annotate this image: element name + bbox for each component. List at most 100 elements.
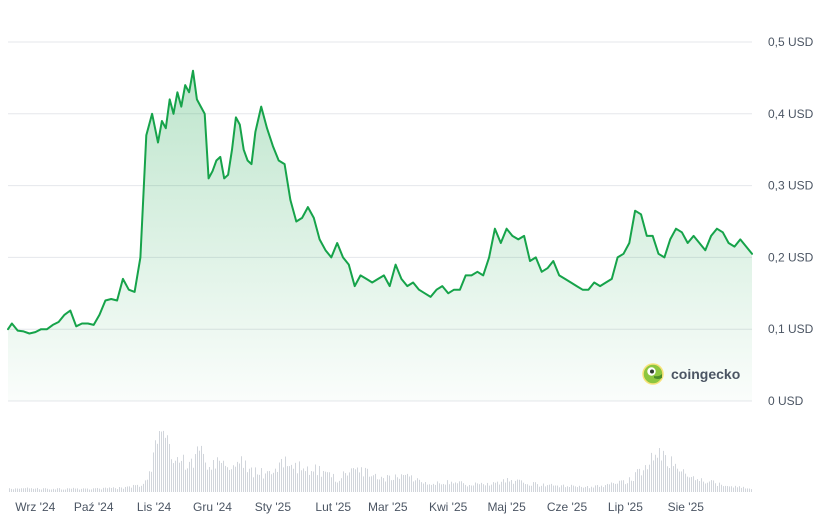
volume-bar — [389, 475, 390, 492]
volume-bar — [451, 481, 452, 492]
y-tick-label: 0,2 USD — [768, 250, 814, 264]
volume-bar — [487, 482, 488, 492]
volume-bar — [621, 480, 622, 492]
volume-bar — [161, 431, 162, 492]
volume-bar — [77, 488, 78, 492]
volume-bar — [181, 460, 182, 492]
volume-bar — [207, 469, 208, 492]
volume-bar — [555, 485, 556, 492]
volume-bar — [743, 486, 744, 492]
volume-bar — [391, 480, 392, 492]
volume-bar — [75, 488, 76, 492]
volume-bar — [177, 457, 178, 492]
brand-name: coingecko — [671, 366, 740, 382]
volume-bar — [99, 488, 100, 492]
y-tick-label: 0,1 USD — [768, 322, 814, 336]
volume-bar — [475, 482, 476, 492]
volume-bar — [611, 482, 612, 492]
volume-bar — [85, 488, 86, 492]
volume-bar — [113, 487, 114, 492]
y-tick-label: 0 USD — [768, 394, 804, 408]
volume-bar — [733, 487, 734, 492]
volume-bar — [61, 489, 62, 492]
volume-bar — [379, 479, 380, 492]
volume-bar — [695, 480, 696, 492]
volume-bar — [175, 460, 176, 492]
volume-bar — [727, 486, 728, 492]
volume-bar — [57, 488, 58, 492]
volume-bar — [679, 471, 680, 492]
volume-bar — [521, 480, 522, 492]
brand-watermark: coingecko — [642, 363, 740, 385]
volume-bar — [645, 465, 646, 492]
volume-bar — [357, 467, 358, 492]
volume-bar — [395, 474, 396, 492]
volume-bar — [461, 481, 462, 492]
volume-bar — [713, 480, 714, 492]
volume-bar — [419, 479, 420, 492]
volume-bar — [89, 489, 90, 492]
volume-bar — [63, 489, 64, 492]
volume-bar — [91, 489, 92, 492]
volume-bar — [385, 481, 386, 492]
volume-bar — [623, 480, 624, 492]
volume-bar — [141, 485, 142, 492]
volume-bar — [483, 484, 484, 492]
volume-bar — [731, 486, 732, 492]
volume-bar — [747, 488, 748, 492]
volume-bar — [273, 472, 274, 492]
volume-bar — [97, 487, 98, 492]
volume-bar — [339, 480, 340, 492]
volume-bar — [657, 457, 658, 492]
volume-bar — [443, 483, 444, 492]
volume-bar — [709, 481, 710, 492]
volume-bar — [303, 468, 304, 492]
volume-bar — [351, 468, 352, 492]
volume-bar — [525, 484, 526, 492]
volume-bar — [649, 464, 650, 492]
volume-bar — [459, 481, 460, 492]
volume-bar — [253, 477, 254, 492]
volume-bar — [209, 467, 210, 492]
volume-bar — [9, 488, 10, 492]
volume-bar — [603, 487, 604, 492]
volume-bar — [227, 467, 228, 492]
volume-bar — [219, 460, 220, 492]
volume-bar — [65, 489, 66, 492]
volume-bar — [47, 488, 48, 492]
volume-bar — [149, 471, 150, 492]
volume-bar — [129, 486, 130, 492]
volume-bar — [307, 466, 308, 492]
volume-bar — [323, 470, 324, 492]
volume-bar — [409, 476, 410, 492]
volume-bar — [523, 482, 524, 492]
volume-bar — [437, 481, 438, 492]
volume-bar — [221, 462, 222, 492]
volume-bar — [581, 486, 582, 492]
volume-bar — [705, 483, 706, 492]
volume-bar — [367, 468, 368, 492]
volume-bar — [41, 489, 42, 492]
volume-bar — [697, 479, 698, 492]
volume-bar — [33, 488, 34, 492]
volume-bar — [495, 482, 496, 492]
volume-bar — [197, 446, 198, 492]
price-line-layer — [7, 69, 753, 335]
volume-bar — [189, 461, 190, 492]
volume-bar — [111, 488, 112, 492]
volume-bar — [115, 488, 116, 492]
y-tick-label: 0,5 USD — [768, 35, 814, 49]
volume-bar — [101, 489, 102, 492]
volume-bar — [683, 469, 684, 492]
volume-bar — [239, 463, 240, 492]
volume-bar — [267, 471, 268, 492]
volume-bar — [601, 485, 602, 492]
volume-bar — [549, 484, 550, 492]
volume-bar — [371, 476, 372, 492]
volume-bar — [329, 472, 330, 492]
volume-bar — [543, 483, 544, 492]
x-tick-label: Mar '25 — [368, 500, 408, 514]
volume-bar — [109, 487, 110, 492]
volume-bar — [95, 488, 96, 492]
volume-bar — [445, 484, 446, 492]
